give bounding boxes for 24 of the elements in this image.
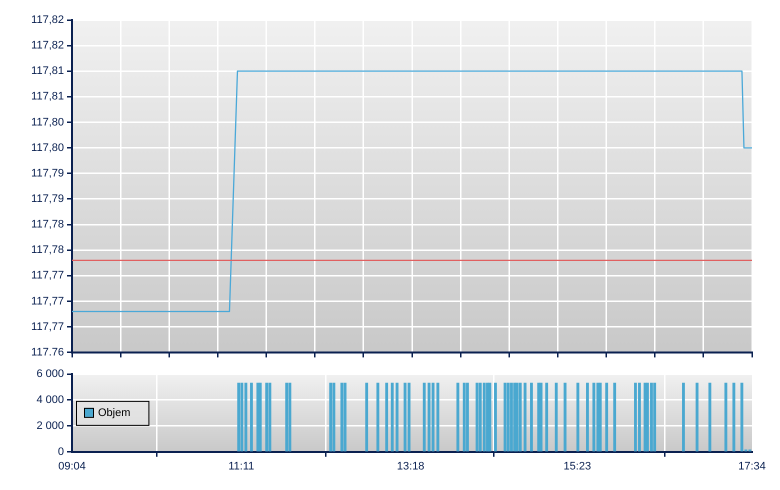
y-tick-label: 117,77 [31, 295, 64, 308]
y-tick-label: 117,79 [31, 193, 64, 206]
y-tick-label: 117,80 [31, 116, 64, 128]
y-tick-label: 117,82 [31, 40, 64, 52]
x-tick-label: 09:04 [58, 460, 86, 472]
y-tick-label: 117,81 [31, 90, 64, 103]
y-tick-label: 117,81 [31, 65, 64, 78]
y-tick-label: 6 000 [36, 368, 64, 380]
y-tick-label: 4 000 [36, 394, 64, 406]
y-tick-label: 117,77 [31, 320, 64, 333]
y-tick-label: 117,78 [31, 218, 64, 231]
y-tick-label: 2 000 [36, 420, 64, 432]
x-tick-label: 13:18 [396, 460, 424, 472]
y-tick-label: 117,79 [31, 167, 64, 180]
y-tick-label: 0 [58, 446, 64, 458]
x-tick-label: 11:11 [228, 460, 254, 472]
y-tick-label: 117,78 [31, 244, 64, 256]
x-tick-label: 17:34 [738, 460, 766, 472]
x-tick-label: 15:23 [564, 460, 592, 472]
y-tick-label: 117,80 [31, 142, 64, 154]
y-tick-label: 117.76 [31, 346, 64, 358]
y-tick-label: 117,82 [31, 14, 64, 26]
y-tick-label: 117,77 [31, 270, 64, 282]
legend-label: Objem [98, 406, 130, 419]
